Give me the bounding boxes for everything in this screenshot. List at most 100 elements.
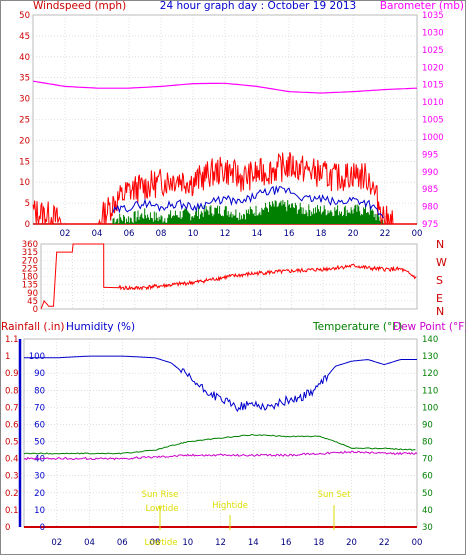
- baro-y-tick-label: 980: [422, 203, 438, 213]
- wind-x-tick-label: 22: [380, 229, 391, 239]
- wind-x-tick-label: 16: [284, 229, 295, 239]
- wind-x-tick-label: 08: [156, 229, 167, 239]
- compass-label: E: [436, 292, 443, 305]
- wind-y-tick-label: 5: [25, 199, 30, 209]
- dewpoint-axis-label: Dew Point (°F): [393, 321, 466, 333]
- wind-y-tick-label: 20: [19, 136, 30, 146]
- wind-x-tick-label: 10: [188, 229, 199, 239]
- rainfall-y-tick-label: 0.2: [5, 489, 19, 499]
- direction-y-tick-label: 180: [22, 273, 38, 283]
- wind-y-tick-label: 25: [19, 116, 30, 126]
- temperature-y-tick-label: 120: [422, 369, 438, 379]
- temperature-y-tick-label: 90: [422, 420, 433, 430]
- humidity-y-tick-label: 0: [40, 523, 45, 533]
- temperature-y-tick-label: 40: [422, 506, 433, 516]
- humidity-y-tick-label: 50: [34, 438, 45, 448]
- humidity-y-tick-label: 60: [34, 420, 45, 430]
- baro-y-tick-label: 990: [422, 168, 438, 178]
- wind-x-tick-label: 04: [92, 229, 103, 239]
- wind-x-tick-label: 06: [124, 229, 135, 239]
- wind-x-tick-label: 14: [252, 229, 263, 239]
- compass-label: W: [436, 256, 447, 269]
- direction-y-tick-label: 315: [22, 248, 38, 258]
- rainfall-y-tick-label: 0: [5, 523, 10, 533]
- direction-y-tick-label: 270: [22, 256, 38, 266]
- wind-y-tick-label: 35: [19, 74, 30, 84]
- humidity-series-line: [24, 355, 417, 413]
- humidity-y-tick-label: 30: [34, 472, 45, 482]
- humidity-y-tick-label: 90: [34, 369, 45, 379]
- bottom-x-tick-label: 10: [182, 538, 193, 548]
- bottom-x-tick-label: 00: [412, 538, 423, 548]
- wind-direction-line: [40, 243, 417, 310]
- direction-y-tick-label: 0: [33, 305, 38, 315]
- lowtide-annotation-upper: Lowtide: [145, 504, 178, 514]
- baro-y-tick-label: 1020: [422, 63, 444, 73]
- baro-y-tick-label: 1030: [422, 28, 444, 38]
- baro-y-tick-label: 1000: [422, 133, 444, 143]
- rainfall-y-tick-label: 0.9: [5, 369, 19, 379]
- baro-y-tick-label: 1015: [422, 81, 444, 91]
- wind-y-tick-label: 50: [19, 11, 30, 21]
- temperature-y-tick-label: 70: [422, 455, 433, 465]
- temperature-y-tick-label: 60: [422, 472, 433, 482]
- temperature-y-tick-label: 50: [422, 489, 433, 499]
- bottom-x-tick-label: 06: [117, 538, 128, 548]
- wind-x-tick-label: 02: [60, 229, 71, 239]
- rainfall-y-tick-label: 0.7: [5, 403, 19, 413]
- wind-y-tick-label: 30: [19, 95, 30, 105]
- rainfall-y-tick-label: 0.4: [5, 455, 19, 465]
- humidity-y-tick-label: 100: [29, 352, 45, 362]
- humidity-y-tick-label: 80: [34, 386, 45, 396]
- wind-gust-bars: [112, 199, 386, 224]
- sunrise-annotation: Sun Rise: [142, 490, 179, 500]
- bottom-x-tick-label: 20: [346, 538, 357, 548]
- wind-x-tick-label: 00: [412, 229, 423, 239]
- bottom-x-tick-label: 22: [379, 538, 390, 548]
- rainfall-y-tick-label: 0.6: [5, 420, 19, 430]
- dewpoint-series-line: [23, 450, 418, 461]
- chart-title: 24 hour graph day : October 19 2013: [160, 0, 356, 12]
- temperature-y-tick-label: 110: [422, 386, 438, 396]
- rainfall-y-tick-label: 0.8: [5, 386, 19, 396]
- direction-y-tick-label: 45: [27, 297, 38, 307]
- temperature-y-tick-label: 140: [422, 335, 438, 345]
- humidity-y-tick-label: 10: [34, 506, 45, 516]
- rainfall-y-tick-label: 1.1: [5, 335, 19, 345]
- bottom-x-tick-label: 18: [313, 538, 324, 548]
- humidity-axis-label: Humidity (%): [66, 321, 135, 333]
- humidity-y-tick-label: 40: [34, 455, 45, 465]
- temperature-series-line: [23, 433, 416, 455]
- wind-x-tick-label: 20: [348, 229, 359, 239]
- bottom-x-tick-label: 02: [51, 538, 62, 548]
- rainfall-y-tick-label: 1: [5, 352, 10, 362]
- direction-y-tick-label: 360: [22, 240, 38, 250]
- humidity-y-tick-label: 20: [34, 489, 45, 499]
- wind-x-tick-label: 18: [316, 229, 327, 239]
- compass-label: N: [436, 238, 444, 251]
- bottom-x-tick-label: 16: [281, 538, 292, 548]
- wind-y-tick-label: 45: [19, 32, 30, 42]
- humidity-y-tick-label: 70: [34, 403, 45, 413]
- average-wind-line: [112, 184, 384, 219]
- bottom-x-tick-label: 08: [150, 538, 161, 548]
- windspeed-series-line: [32, 152, 417, 225]
- compass-label: S: [436, 274, 443, 287]
- sunset-annotation: Sun Set: [318, 490, 351, 500]
- rainfall-y-tick-label: 0.1: [5, 506, 19, 516]
- bottom-x-tick-label: 14: [248, 538, 259, 548]
- barometer-axis-label: Barometer (mb): [380, 0, 464, 12]
- rainfall-y-tick-label: 0.3: [5, 472, 19, 482]
- baro-y-tick-label: 1005: [422, 116, 444, 126]
- temperature-axis-label: Temperature (°F): [312, 321, 402, 333]
- baro-y-tick-label: 985: [422, 185, 438, 195]
- baro-y-tick-label: 1010: [422, 98, 444, 108]
- wind-y-tick-label: 40: [19, 53, 30, 63]
- baro-y-tick-label: 995: [422, 150, 438, 160]
- temperature-y-tick-label: 100: [422, 403, 438, 413]
- direction-y-tick-label: 90: [27, 289, 38, 299]
- direction-y-tick-label: 225: [22, 264, 38, 274]
